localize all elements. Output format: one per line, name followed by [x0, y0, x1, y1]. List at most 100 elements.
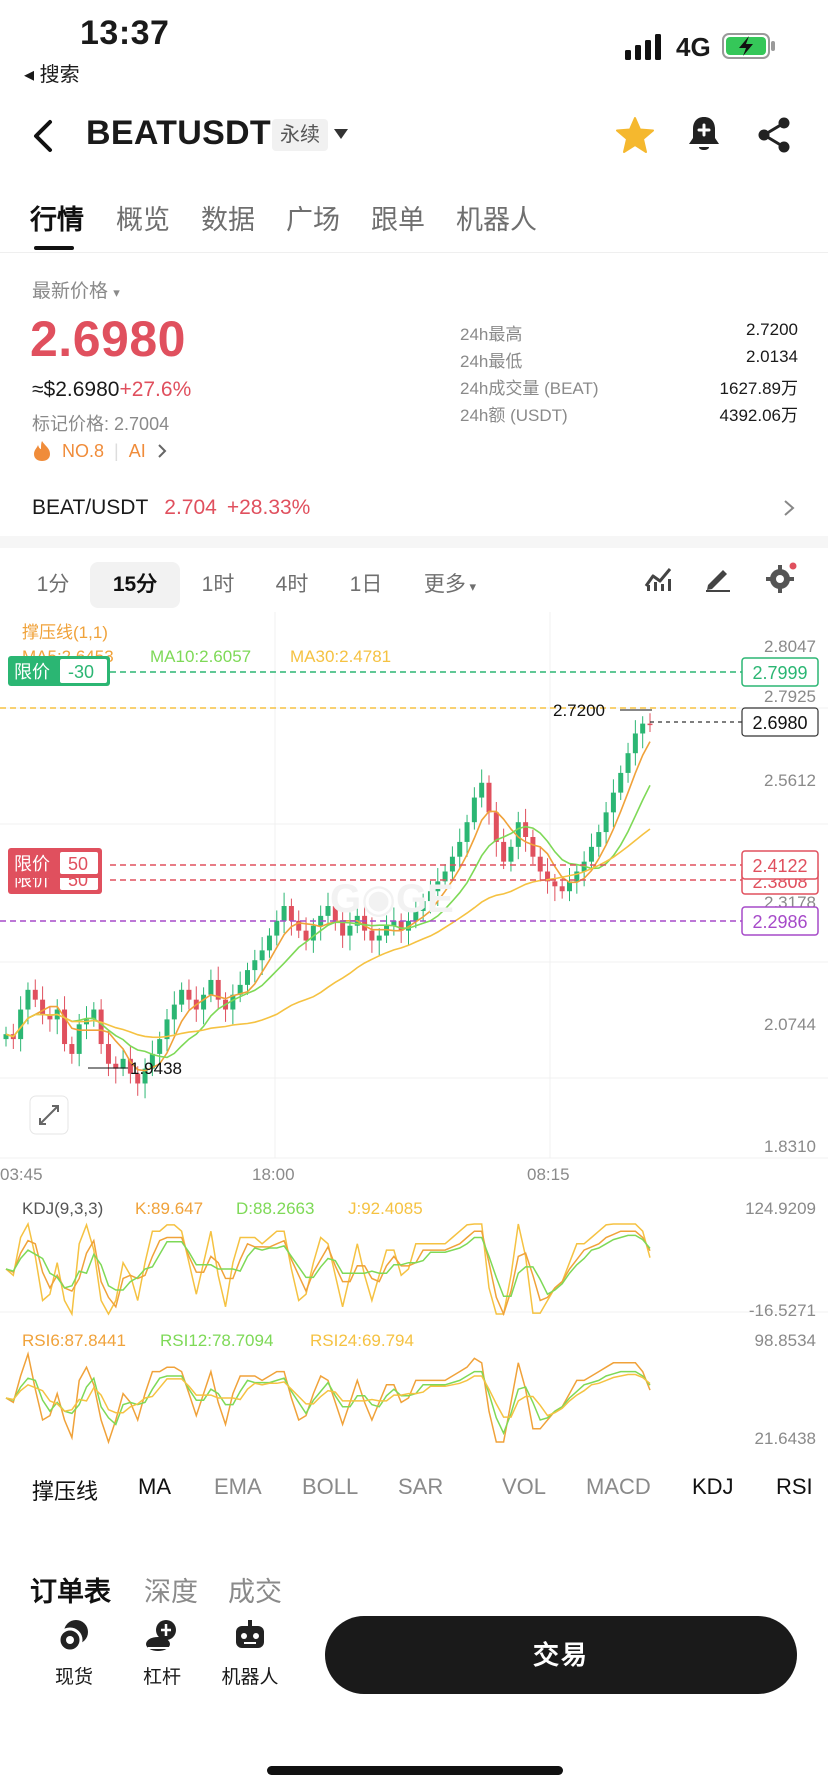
kdj-k-line: [5, 1230, 651, 1317]
svg-text:2.2986: 2.2986: [752, 912, 807, 932]
interval-1d[interactable]: 1日: [349, 573, 383, 596]
expand-icon[interactable]: [29, 1095, 69, 1135]
symbol-title[interactable]: BEATUSDT: [86, 114, 271, 152]
limit-tag-sell[interactable]: 限价 -30: [8, 656, 110, 686]
candle: [449, 856, 455, 872]
tab-copy-trading[interactable]: 跟单: [371, 205, 425, 235]
interval-15m[interactable]: 15分: [90, 562, 180, 608]
indicator-vol[interactable]: VOL: [502, 1474, 547, 1499]
candle: [215, 979, 221, 1000]
limit-tag-buy-1[interactable]: 限价 50: [8, 848, 102, 878]
candle: [376, 935, 382, 941]
candle: [427, 891, 433, 902]
candle: [32, 989, 38, 1000]
svg-text:限价: 限价: [14, 854, 50, 874]
indicator-rsi[interactable]: RSI: [776, 1474, 813, 1499]
candle: [442, 871, 448, 882]
max-price-label: 2.7200: [553, 701, 605, 720]
contract-type-badge[interactable]: 永续: [272, 119, 328, 151]
candle: [69, 1044, 75, 1054]
candle: [142, 1068, 148, 1084]
interval-4h[interactable]: 4时: [275, 573, 309, 596]
tab-depth[interactable]: 深度: [144, 1577, 198, 1607]
price-box-buy-1: 2.4122: [741, 850, 819, 880]
indicator-boll[interactable]: BOLL: [302, 1474, 359, 1499]
rsi12-line: [5, 1370, 651, 1436]
dock-spot[interactable]: 现货: [34, 1618, 114, 1689]
last-price-label[interactable]: 最新价格 ▾: [32, 281, 120, 302]
ma5-line: [5, 741, 651, 1072]
status-back-link[interactable]: ◂ 搜索: [24, 64, 80, 86]
star-icon[interactable]: [615, 116, 655, 154]
tab-trades[interactable]: 成交: [228, 1577, 282, 1607]
alert-bell-icon[interactable]: [686, 114, 722, 154]
candle: [457, 841, 463, 857]
spot-pair-row[interactable]: BEAT/USDT 2.704 +28.33%: [32, 496, 796, 520]
tab-square[interactable]: 广场: [286, 205, 340, 235]
dock-bot[interactable]: 机器人: [210, 1618, 290, 1689]
indicator-ema[interactable]: EMA: [214, 1474, 262, 1499]
candle: [647, 723, 653, 726]
y-tick: 2.0744: [764, 1015, 816, 1034]
interval-1h[interactable]: 1时: [201, 573, 235, 596]
rsi6-line: [5, 1351, 651, 1445]
interval-more[interactable]: 更多 ▾: [423, 573, 477, 596]
settings-gear-icon[interactable]: [765, 562, 797, 594]
indicator-chart-icon[interactable]: [643, 564, 673, 592]
candle: [288, 906, 294, 921]
candle: [113, 1063, 119, 1069]
candle: [362, 915, 368, 931]
candle: [486, 782, 492, 813]
kdj-d-line: [5, 1234, 651, 1298]
candle: [625, 753, 631, 773]
price-box-sell: 2.7999: [741, 657, 819, 687]
draw-pen-icon[interactable]: [703, 563, 733, 593]
y-tick: 2.5612: [764, 771, 816, 790]
stat-row: 24h成交量 (BEAT) 1627.89万: [460, 379, 798, 398]
kdj-j-line: [5, 1221, 651, 1317]
ma30-line: [5, 828, 651, 1039]
indicator-macd[interactable]: MACD: [586, 1474, 651, 1499]
tab-market[interactable]: 行情: [30, 205, 84, 235]
tab-overview[interactable]: 概览: [116, 205, 170, 235]
candle: [186, 989, 192, 1000]
watermark: G◉GE: [330, 877, 454, 921]
change-percent: +27.6%: [119, 378, 192, 401]
indicator-support-resistance[interactable]: 撑压线: [32, 1479, 99, 1504]
kdj-min: -16.5271: [749, 1301, 816, 1320]
kline-svg[interactable]: 撑压线(1,1) MA5:2.6453 MA10:2.6057 MA30:2.4…: [0, 612, 828, 1462]
tab-data[interactable]: 数据: [201, 205, 255, 235]
candle: [245, 970, 250, 985]
candle: [179, 989, 185, 1005]
candle: [508, 846, 514, 862]
kline-chart[interactable]: 撑压线(1,1) MA5:2.6453 MA10:2.6057 MA30:2.4…: [0, 612, 828, 1462]
candle: [98, 1009, 104, 1045]
indicator-kdj[interactable]: KDJ: [692, 1474, 734, 1499]
candle: [157, 1039, 163, 1054]
tab-order-book[interactable]: 订单表: [30, 1577, 111, 1607]
indicator-sar[interactable]: SAR: [398, 1474, 444, 1499]
candle: [40, 999, 46, 1015]
y-tick: 2.8047: [764, 637, 816, 656]
trade-button[interactable]: 交易: [325, 1616, 797, 1694]
dock-margin[interactable]: 杠杆: [122, 1618, 202, 1689]
x-tick: 08:15: [527, 1165, 570, 1184]
candle: [252, 960, 258, 971]
candle: [76, 1024, 82, 1054]
rank-row[interactable]: NO.8 | AI: [32, 440, 168, 462]
rsi24-line: [5, 1373, 651, 1418]
tab-bot[interactable]: 机器人: [456, 205, 537, 235]
candle: [259, 950, 265, 961]
candle: [25, 989, 31, 1010]
caret-down-icon[interactable]: [333, 128, 349, 140]
candle: [391, 920, 397, 926]
candle: [62, 1009, 68, 1045]
candle: [632, 733, 638, 754]
interval-1m[interactable]: 1分: [36, 573, 70, 596]
candle: [574, 871, 580, 882]
share-icon[interactable]: [756, 116, 792, 154]
indicator-ma[interactable]: MA: [138, 1474, 171, 1499]
back-arrow-icon[interactable]: [28, 116, 58, 156]
candle: [559, 886, 565, 892]
stat-row: 24h额 (USDT) 4392.06万: [460, 406, 798, 425]
